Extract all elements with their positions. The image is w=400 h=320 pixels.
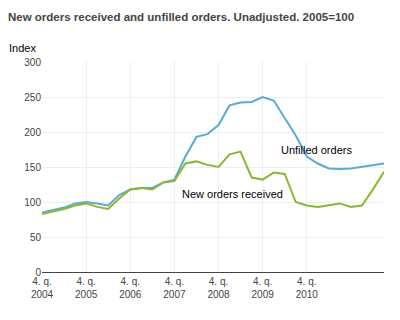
svg-text:300: 300 xyxy=(24,57,41,68)
svg-text:New orders received and unfill: New orders received and unfilled orders.… xyxy=(8,11,354,23)
svg-text:4. q.2008: 4. q.2008 xyxy=(207,276,230,300)
svg-text:150: 150 xyxy=(24,162,41,173)
svg-text:0: 0 xyxy=(35,267,41,278)
svg-text:200: 200 xyxy=(24,127,41,138)
svg-text:4. q.2007: 4. q.2007 xyxy=(163,276,186,300)
svg-text:4. q.2009: 4. q.2009 xyxy=(252,276,275,300)
svg-text:100: 100 xyxy=(24,197,41,208)
svg-text:Index: Index xyxy=(9,42,36,54)
svg-text:250: 250 xyxy=(24,92,41,103)
svg-text:4. q.2004: 4. q.2004 xyxy=(31,276,54,300)
svg-text:4. q.2005: 4. q.2005 xyxy=(75,276,98,300)
svg-text:50: 50 xyxy=(30,232,42,243)
svg-text:New orders received: New orders received xyxy=(182,188,283,200)
svg-text:4. q.2006: 4. q.2006 xyxy=(119,276,142,300)
svg-text:4. q.2010: 4. q.2010 xyxy=(296,276,319,300)
svg-text:Unfilled orders: Unfilled orders xyxy=(281,144,352,156)
